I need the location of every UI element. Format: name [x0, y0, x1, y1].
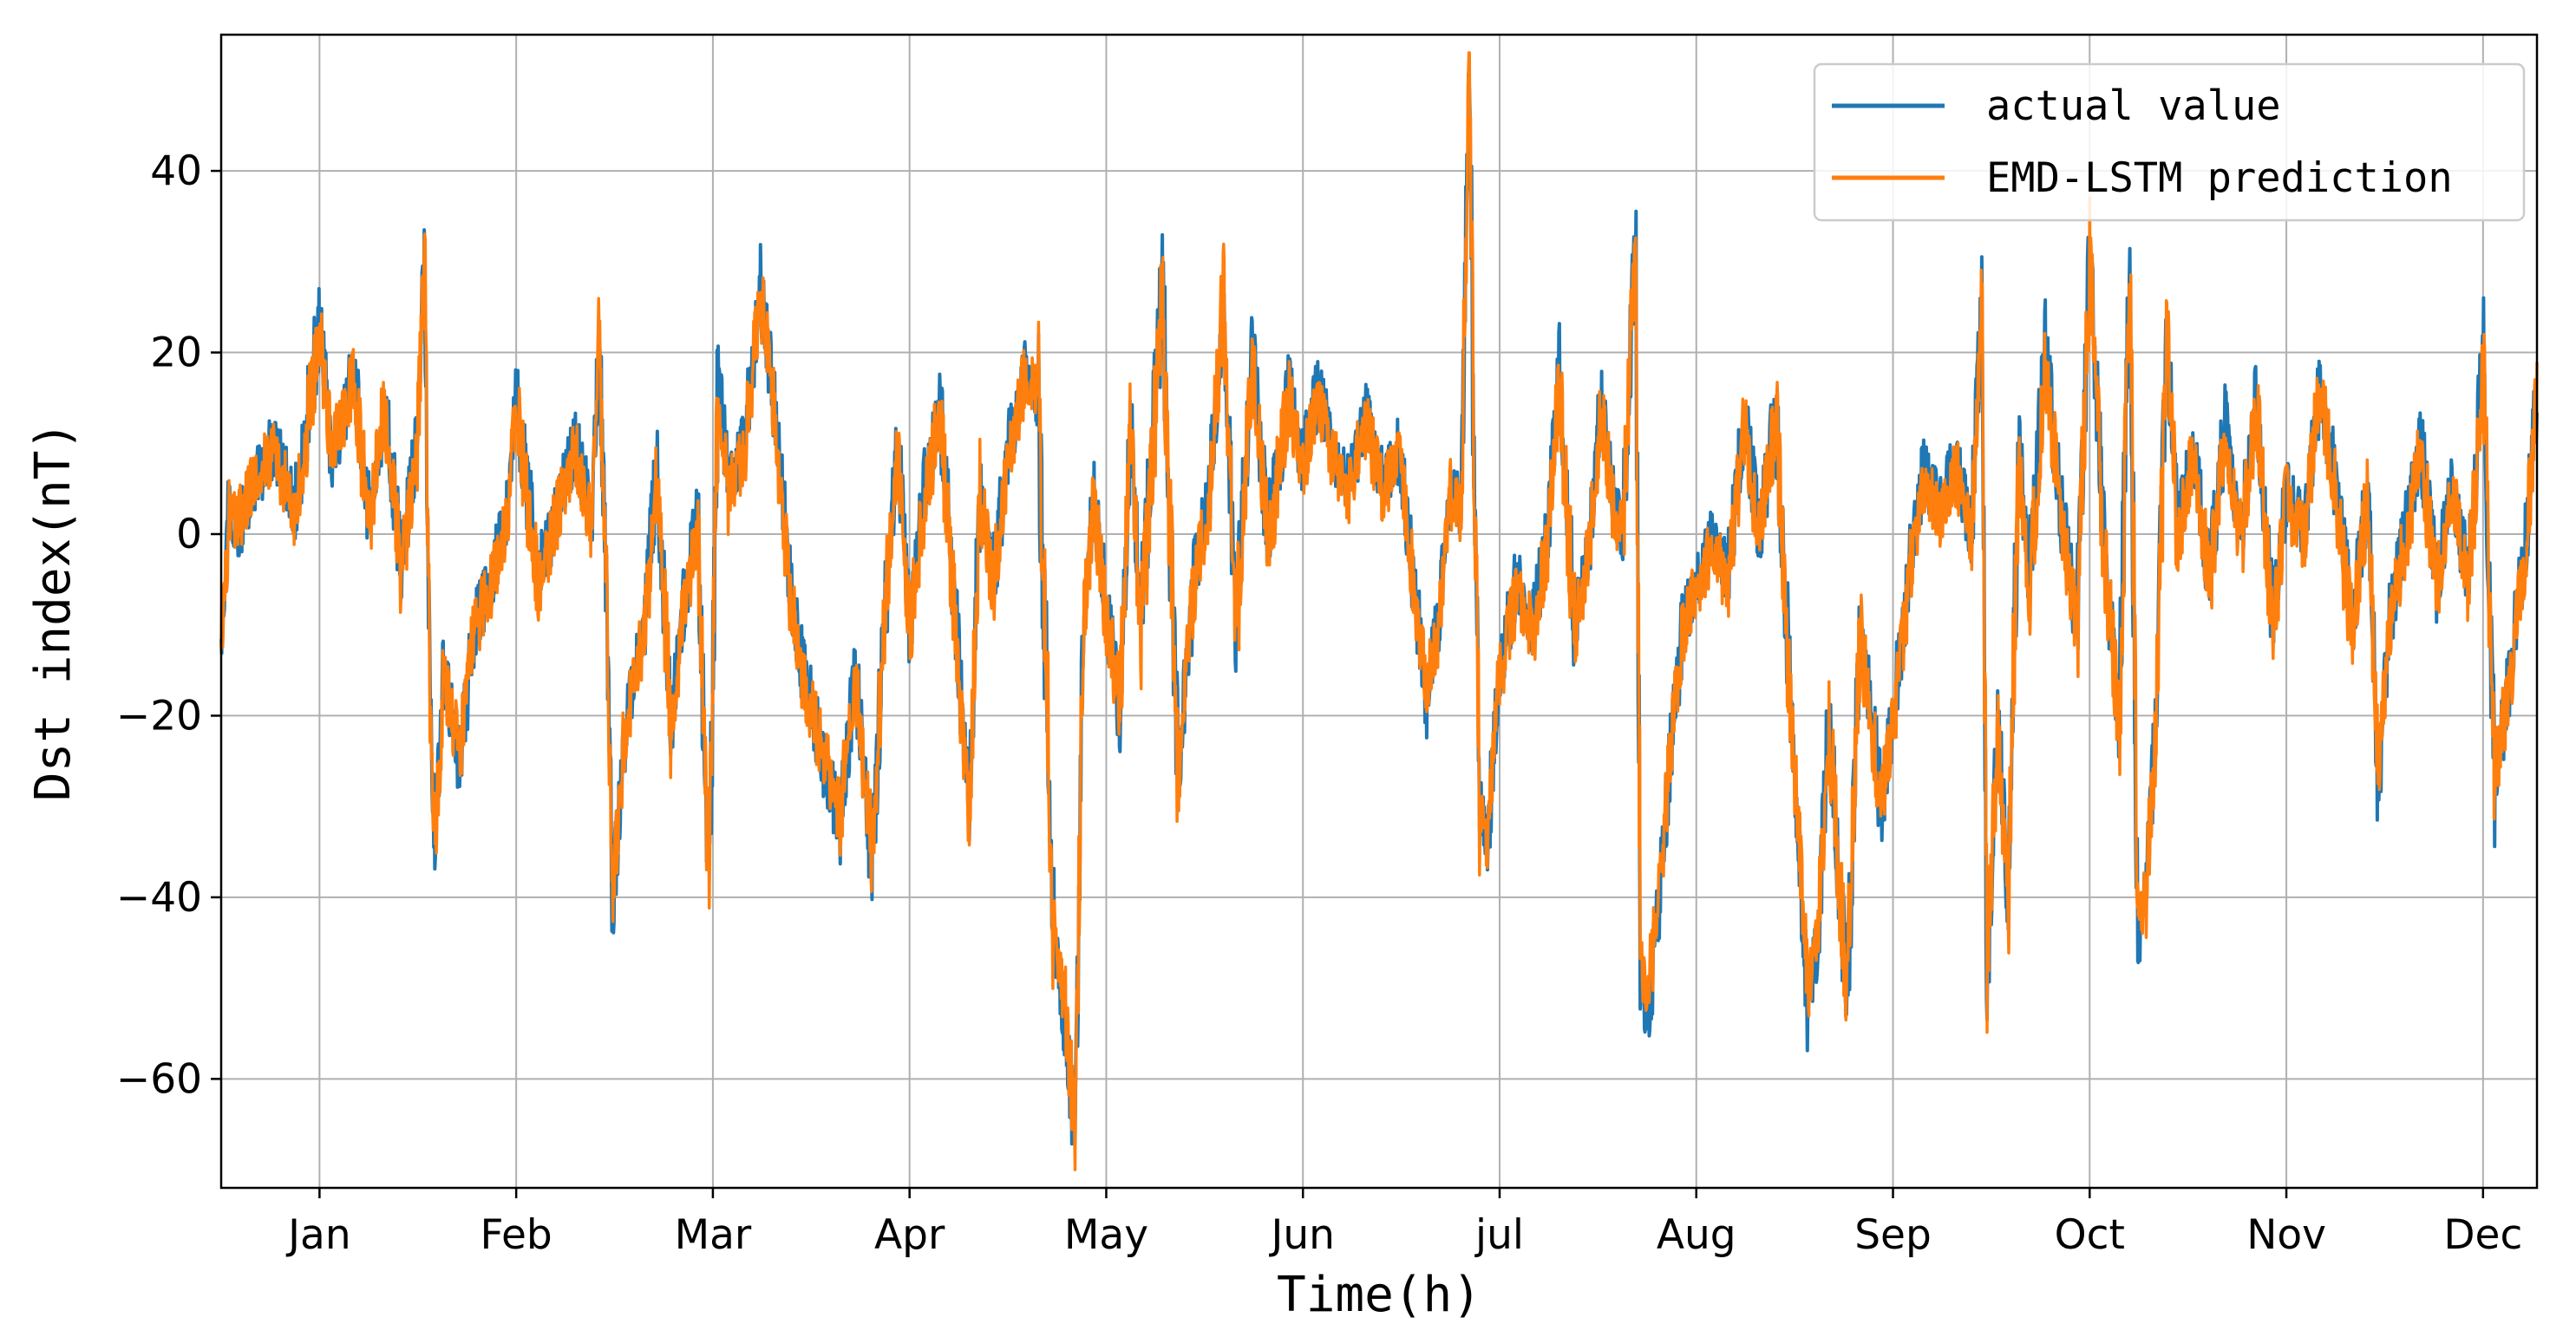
- legend-label-actual: actual value: [1986, 82, 2281, 130]
- x-tick-label: jul: [1474, 1211, 1524, 1259]
- x-tick-label: Mar: [675, 1211, 752, 1259]
- x-tick-label: Dec: [2443, 1211, 2522, 1259]
- legend-label-prediction: EMD-LSTM prediction: [1986, 154, 2453, 202]
- legend-box: [1813, 62, 2526, 222]
- y-tick-label: −40: [116, 874, 202, 922]
- y-axis-label: Dst index(nT): [25, 421, 82, 801]
- series-prediction-line: [219, 51, 2539, 1171]
- y-tick-label: 0: [176, 511, 202, 558]
- x-tick-label: Sep: [1854, 1211, 1932, 1259]
- y-tick-label: 20: [150, 329, 202, 377]
- x-tick-label: Oct: [2055, 1211, 2125, 1259]
- x-axis-label: Time(h): [1277, 1267, 1481, 1323]
- x-tick-label: May: [1064, 1211, 1148, 1259]
- y-tick-label: −60: [116, 1055, 202, 1103]
- series-layer: [219, 51, 2539, 1171]
- legend: actual value EMD-LSTM prediction: [1813, 62, 2526, 222]
- y-tick-label: −20: [116, 692, 202, 740]
- x-tick-label: Jan: [285, 1211, 350, 1259]
- x-tick-label: Nov: [2246, 1211, 2326, 1259]
- x-tick-label: Jun: [1269, 1211, 1335, 1259]
- series-actual-line: [219, 72, 2539, 1146]
- plot-frame: [219, 33, 2539, 1190]
- ticks: Jan Feb Mar Apr May Jun jul Aug Sep Oct Nov Dec 40 20…: [116, 147, 2522, 1259]
- x-tick-label: Aug: [1657, 1211, 1736, 1259]
- x-tick-label: Apr: [874, 1211, 945, 1259]
- y-tick-label: 40: [150, 147, 202, 195]
- x-tick-label: Feb: [481, 1211, 552, 1259]
